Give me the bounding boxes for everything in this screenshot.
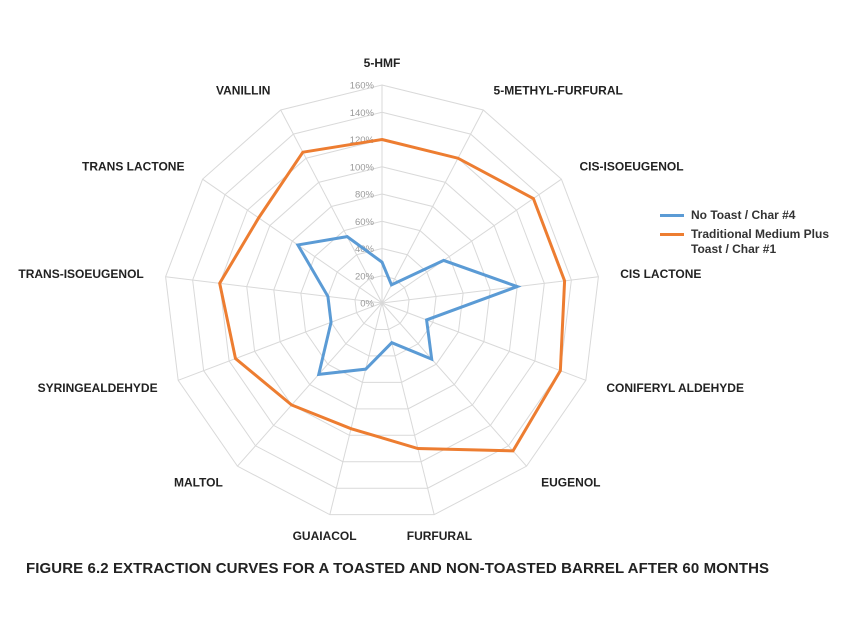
category-label: EUGENOL (541, 476, 600, 490)
category-label: 5-METHYL-FURFURAL (494, 83, 623, 97)
legend-item-no-toast: No Toast / Char #4 (660, 208, 831, 223)
category-label: SYRINGEALDEHYDE (38, 381, 158, 395)
radial-tick-labels: 0%20%40%60%80%100%120%140%160% (350, 81, 375, 310)
grid-spoke (329, 302, 383, 515)
radial-tick-label: 60% (355, 217, 375, 228)
radar-series (218, 137, 567, 453)
radar-grid (165, 84, 599, 516)
figure-caption: FIGURE 6.2 EXTRACTION CURVES FOR A TOAST… (26, 560, 770, 577)
legend-label-no-toast: No Toast / Char #4 (691, 208, 796, 222)
category-label: TRANS-ISOEUGENOL (18, 267, 143, 281)
category-label: CONIFERYL ALDEHYDE (606, 381, 744, 395)
grid-spoke (381, 302, 435, 515)
legend-swatch-no-toast (660, 214, 684, 217)
grid-ring (327, 247, 437, 357)
radial-tick-label: 100% (350, 162, 375, 173)
grid-spoke (381, 302, 527, 467)
legend-item-medium-plus-toast: Traditional Medium Plus Toast / Char #1 (660, 227, 831, 257)
series-line-no-toast (295, 235, 522, 377)
category-label: TRANS LACTONE (82, 160, 184, 174)
grid-ring (219, 138, 545, 463)
legend-swatch-medium-plus-toast (660, 233, 684, 236)
grid-spoke (177, 302, 383, 381)
grid-ring (354, 275, 410, 330)
category-label: CIS-ISOEUGENOL (580, 160, 684, 174)
radial-tick-label: 120% (350, 135, 375, 146)
category-label: FURFURAL (407, 529, 472, 543)
grid-spoke (381, 178, 562, 304)
category-label: MALTOL (174, 476, 223, 490)
category-labels: 5-HMF 5-METHYL-FURFURAL CIS-ISOEUGENOL CIS … (18, 56, 744, 543)
grid-ring (192, 111, 572, 489)
radial-tick-label: 80% (355, 190, 375, 201)
category-label: VANILLIN (216, 83, 270, 97)
category-label: GUAIACOL (293, 529, 357, 543)
grid-spoke (237, 302, 383, 467)
grid-ring (165, 84, 599, 516)
radial-tick-label: 140% (350, 108, 375, 119)
radial-tick-label: 0% (360, 299, 374, 310)
grid-ring (246, 166, 518, 436)
grid-spoke (280, 109, 383, 304)
chart-legend: No Toast / Char #4 Traditional Medium Pl… (660, 208, 831, 261)
grid-spoke (381, 302, 587, 381)
grid-spoke (381, 109, 484, 304)
radial-tick-label: 20% (355, 271, 375, 282)
grid-spoke (165, 276, 383, 304)
category-label: CIS LACTONE (620, 267, 701, 281)
grid-spoke (381, 276, 599, 304)
category-label: 5-HMF (364, 56, 401, 70)
grid-ring (273, 193, 491, 410)
legend-label-medium-plus-toast: Traditional Medium Plus Toast / Char #1 (691, 227, 830, 256)
series-line-medium-plus-toast (218, 137, 567, 453)
radial-tick-label: 160% (350, 81, 375, 92)
grid-spoke (202, 178, 383, 304)
